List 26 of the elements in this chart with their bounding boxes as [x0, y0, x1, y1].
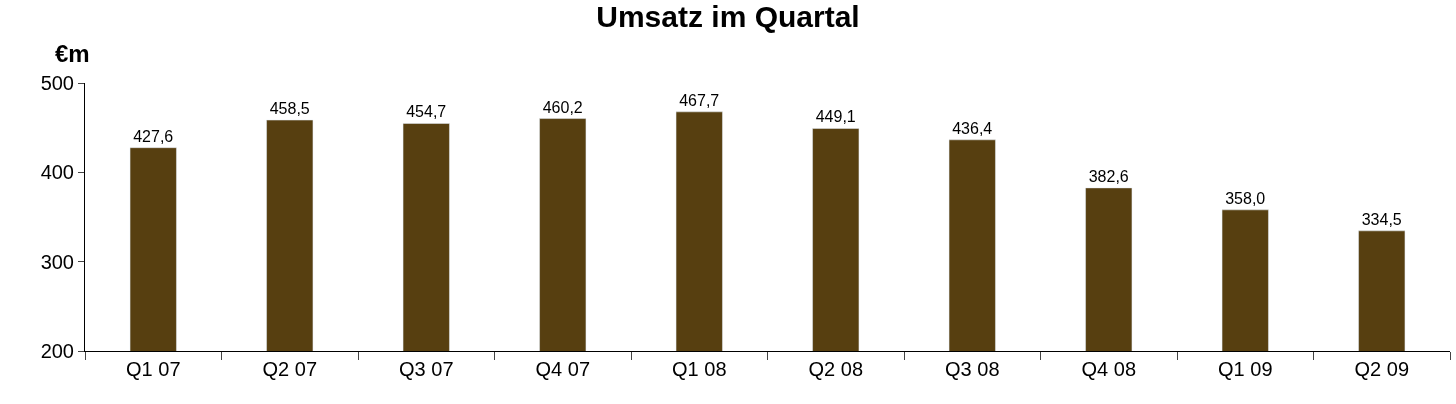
x-tick-label: Q1 09	[1218, 358, 1273, 380]
y-tick-label: 500	[40, 72, 74, 94]
y-tick-label: 200	[40, 340, 74, 362]
y-tick-label: 400	[40, 161, 74, 184]
x-tick-label: Q1 07	[126, 358, 181, 380]
x-tick-label: Q3 08	[945, 358, 1000, 380]
data-label: 334,5	[1361, 210, 1402, 228]
data-label: 449,1	[815, 108, 856, 126]
y-tick-label: 300	[40, 250, 74, 273]
data-label: 427,6	[133, 127, 174, 145]
data-label: 358,0	[1225, 189, 1266, 207]
x-tick-label: Q4 08	[1081, 358, 1136, 380]
data-label: 454,7	[406, 103, 447, 121]
chart-title: Umsatz im Quartal	[596, 0, 860, 34]
data-label: 436,4	[952, 119, 993, 137]
x-tick-label: Q2 07	[262, 358, 317, 380]
data-label: 382,6	[1088, 167, 1129, 185]
x-tick-label: Q4 07	[535, 358, 590, 380]
x-tick-label: Q3 07	[399, 358, 454, 380]
y-axis-title: €m	[55, 40, 90, 67]
x-tick-label: Q1 08	[672, 358, 727, 380]
x-tick-label: Q2 09	[1354, 358, 1409, 380]
x-tick-label: Q2 08	[808, 358, 863, 380]
data-label: 460,2	[542, 98, 583, 116]
data-label: 458,5	[269, 100, 310, 118]
data-label: 467,7	[679, 91, 720, 109]
